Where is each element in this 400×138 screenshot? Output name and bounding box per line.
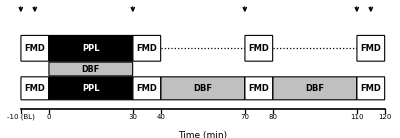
Text: -10 (BL): -10 (BL) — [7, 114, 35, 120]
Text: 70: 70 — [240, 114, 249, 120]
Text: 120: 120 — [378, 114, 392, 120]
Text: FMD: FMD — [24, 84, 45, 93]
Text: Time (min): Time (min) — [178, 131, 227, 138]
Text: FMD: FMD — [136, 44, 157, 53]
FancyBboxPatch shape — [49, 62, 133, 76]
FancyBboxPatch shape — [133, 35, 161, 61]
Text: DBF: DBF — [305, 84, 324, 93]
Text: 80: 80 — [268, 114, 277, 120]
Text: FMD: FMD — [136, 84, 157, 93]
Text: DBF: DBF — [193, 84, 212, 93]
Text: DBF: DBF — [82, 64, 100, 74]
FancyBboxPatch shape — [161, 77, 245, 100]
Text: 30: 30 — [128, 114, 137, 120]
FancyBboxPatch shape — [49, 35, 133, 61]
Text: PPL: PPL — [82, 44, 100, 53]
FancyBboxPatch shape — [273, 77, 357, 100]
FancyBboxPatch shape — [21, 35, 49, 61]
Text: FMD: FMD — [360, 84, 381, 93]
Text: FMD: FMD — [24, 44, 45, 53]
Text: 110: 110 — [350, 114, 364, 120]
Text: PPL: PPL — [82, 84, 100, 93]
Text: 40: 40 — [156, 114, 165, 120]
Text: FMD: FMD — [360, 44, 381, 53]
Text: FMD: FMD — [248, 44, 269, 53]
Text: 0: 0 — [46, 114, 51, 120]
FancyBboxPatch shape — [133, 77, 161, 100]
FancyBboxPatch shape — [21, 77, 49, 100]
FancyBboxPatch shape — [245, 77, 273, 100]
FancyBboxPatch shape — [357, 77, 385, 100]
FancyBboxPatch shape — [245, 35, 273, 61]
Text: FMD: FMD — [248, 84, 269, 93]
FancyBboxPatch shape — [357, 35, 385, 61]
FancyBboxPatch shape — [49, 77, 133, 100]
